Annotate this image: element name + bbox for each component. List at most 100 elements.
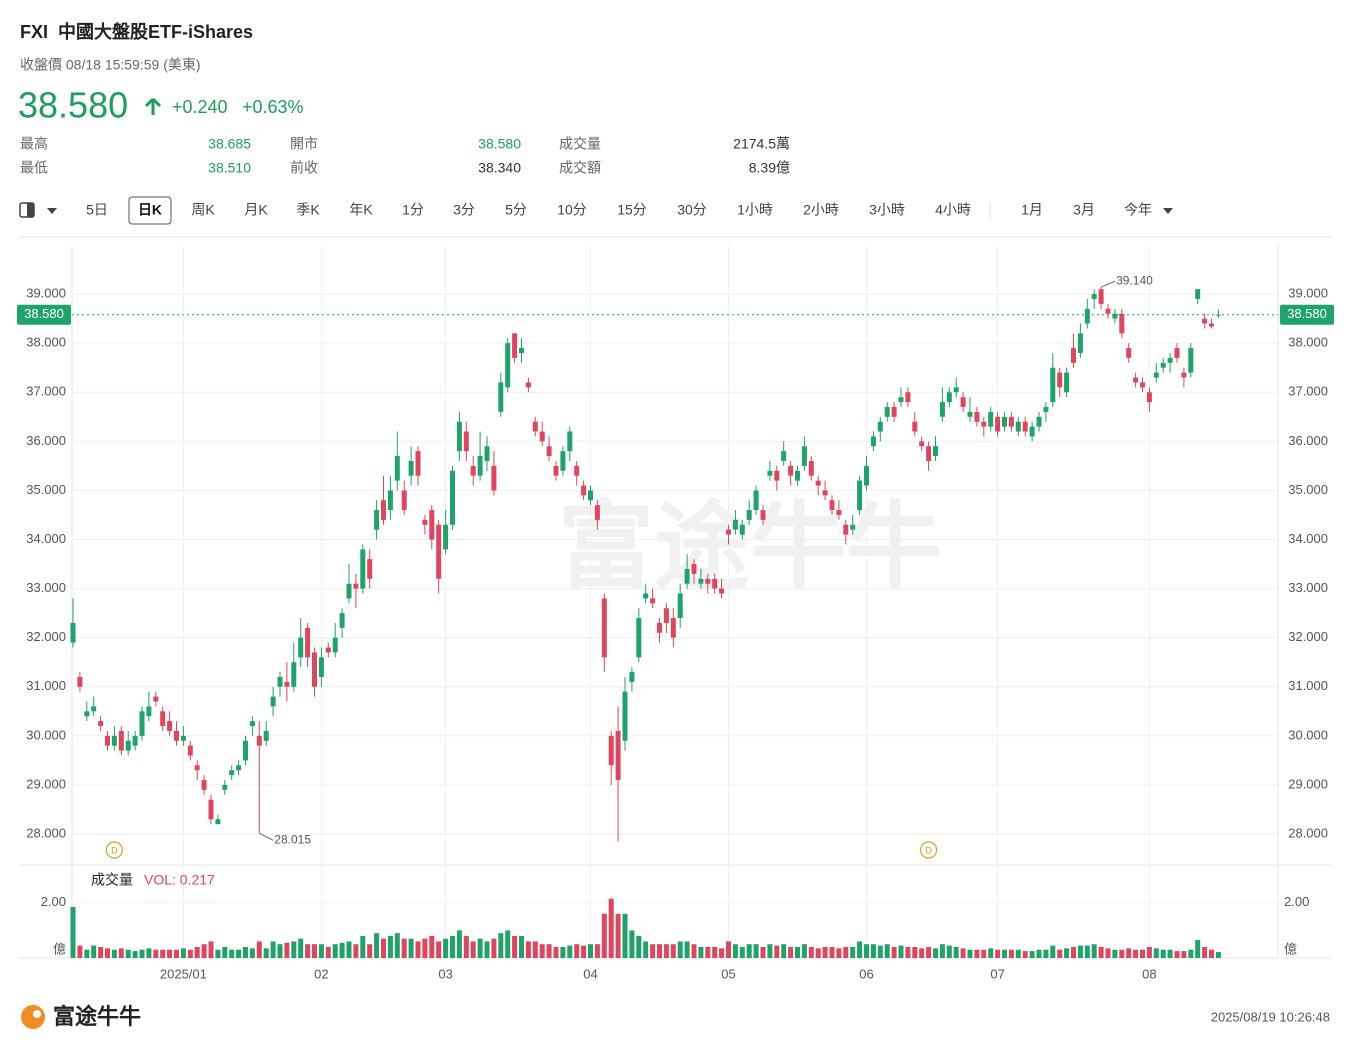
volume-bar [560,946,566,958]
candle-body [1029,426,1035,437]
stat-label: 成交量 [559,136,601,152]
toolbar-item[interactable]: 周K [191,202,215,218]
layout-dropdown[interactable] [47,208,57,214]
volume-bar [201,944,207,958]
candle-body [691,564,697,574]
toolbar-item[interactable]: 4小時 [935,202,971,218]
toolbar-item[interactable]: 5分 [505,202,527,218]
x-tick-label: 2025/01 [160,966,207,981]
dividend-marker[interactable] [105,841,124,859]
volume-bar [125,949,131,958]
volume-bar [1022,951,1028,958]
candle-body [346,583,352,599]
max-leader [1100,280,1116,288]
candle-body [312,652,317,687]
volume-bar [684,941,690,958]
candle-body [132,735,138,746]
candle-body [470,465,476,476]
volume-bar [1043,949,1049,958]
volume-bar [263,948,269,958]
toolbar-item[interactable]: 15分 [617,202,647,218]
stat-label: 開市 [290,136,318,152]
volume-bar [988,948,994,958]
volume-bar [774,945,780,958]
volume-bar [408,938,414,958]
volume-bar [870,944,876,958]
volume-bar [795,946,800,958]
candle-body [705,578,711,584]
price-change-pct: +0.63% [242,97,304,117]
candle-body [774,470,780,481]
toolbar-item[interactable]: 今年 [1124,202,1152,218]
volume-bar [277,944,283,958]
volume-bar [70,906,76,958]
x-tick-label: 07 [990,966,1004,981]
candle-body [450,470,455,525]
toolbar-item[interactable]: 10分 [557,202,587,218]
candle-body [1043,406,1049,412]
volume-bar [539,944,545,958]
toolbar-item[interactable]: 1月 [1021,202,1043,218]
candle-body [850,524,856,530]
candle-body [574,465,580,476]
candle-body [1174,348,1180,358]
candle-body [670,618,676,638]
volume-bar [160,949,166,958]
candle-body [339,613,345,628]
toolbar-item[interactable]: 年K [349,202,373,218]
toolbar-item[interactable]: 1小時 [737,202,773,218]
candle-body [760,510,766,520]
candle-body [781,451,787,461]
price-tag-label: 38.580 [24,306,64,321]
toolbar-item[interactable]: 1分 [402,202,424,218]
candle-body [422,519,428,525]
volume-bar [1071,946,1076,958]
toolbar-item[interactable]: 月K [244,202,268,218]
toolbar-item[interactable]: 3月 [1073,202,1095,218]
candle-body [877,421,883,432]
x-tick-label: 03 [438,966,452,981]
y-tick-label-right: 28.000 [1288,825,1328,840]
volume-bar [153,949,159,958]
symbol: FXI [20,22,48,42]
candle-body [187,745,193,756]
dividend-marker[interactable] [919,841,938,859]
volume-bar [836,948,842,958]
candle-body [291,662,297,687]
volume-bar [912,946,918,958]
candle-body [594,505,600,520]
volume-bar [312,944,317,958]
price-tag [1280,304,1334,325]
toolbar-item[interactable]: 3分 [453,202,475,218]
candle-body [953,387,959,393]
candle-body [408,460,414,476]
toolbar-item[interactable]: 2小時 [803,202,839,218]
toolbar-item[interactable]: 季K [296,202,320,218]
candle-body [808,460,814,476]
candle-body [98,721,104,727]
brand-name: 富途牛牛 [53,1004,141,1029]
toolbar-item[interactable]: 5日 [86,202,108,218]
toolbar-item[interactable]: 3小時 [869,202,905,218]
volume-bar [670,944,676,958]
volume-bar [643,941,649,958]
volume-bar [822,946,828,958]
range-dropdown[interactable] [1163,208,1173,214]
toolbar-item[interactable]: 日K [138,202,162,218]
volume-bar [305,944,311,958]
candle-body [891,406,897,417]
volume-bar [346,941,352,958]
y-tick-label-right: 33.000 [1288,580,1328,595]
candle-body [415,451,421,476]
volume-bar [422,938,428,958]
candle-body [180,735,186,741]
toolbar-item[interactable]: 30分 [677,202,707,218]
candle-body [1098,289,1104,304]
candle-body [1071,348,1076,363]
candle-body [243,740,248,761]
candle-body [650,598,656,604]
candle-body [208,799,214,820]
candle-body [367,559,373,579]
volume-tick-label: 2.00 [41,894,66,909]
y-tick-label: 34.000 [26,531,66,546]
